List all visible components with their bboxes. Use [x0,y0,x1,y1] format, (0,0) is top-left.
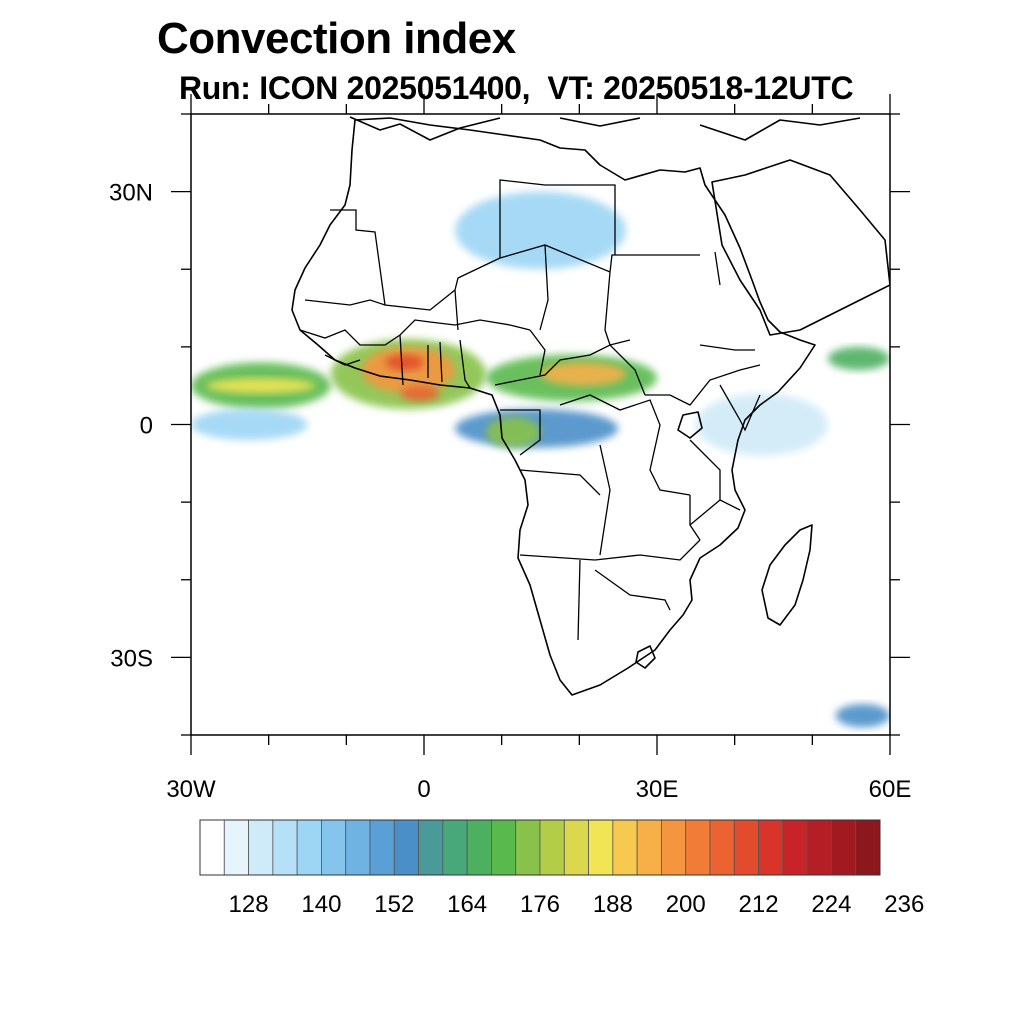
colorbar-swatch [539,819,565,876]
colorbar: 128 140 152 164 176 188 200 212 224 236 [199,819,925,918]
chart-title: Convection index [157,14,516,63]
colorbar-swatch [393,819,419,876]
lat-tick-label: 30S [110,645,153,672]
colorbar-tick-label: 236 [884,891,924,918]
colorbar-tick-label: 176 [520,891,560,918]
convection-region-13 [827,346,890,371]
tick-labels: 30N 0 30S 30W 0 30E 60E [109,180,911,803]
chart-subtitle: Run: ICON 2025051400, VT: 20250518-12UTC [179,70,854,106]
colorbar-swatch [491,819,517,876]
convection-region-5 [400,385,440,402]
colorbar-tick-label: 188 [593,891,633,918]
colorbar-swatch [199,819,225,876]
tick-marks [171,94,910,755]
colorbar-tick-label: 152 [374,891,414,918]
convection-region-14 [835,703,890,728]
lon-tick-label: 0 [417,776,430,803]
colorbar-swatch [709,819,735,876]
colorbar-swatch [733,819,759,876]
colorbar-swatch [515,819,541,876]
europe-coastline [349,116,861,141]
africa-coastline [291,117,816,696]
convection-region-12 [695,393,828,456]
colorbar-swatch [296,819,322,876]
convection-region-4 [385,354,425,371]
lake-victoria [677,411,703,439]
border-lines-east [645,344,761,541]
border-lines-west [299,319,531,389]
colorbar-frame [199,819,881,876]
lon-tick-label: 60E [869,776,912,803]
colorbar-swatch [418,819,444,876]
colorbar-swatch [661,819,687,876]
convection-shading-layer [191,191,890,728]
colorbar-swatch [369,819,395,876]
border-lines-north [304,179,721,346]
convection-region-7 [540,362,626,386]
colorbar-boxes [199,819,881,876]
lesotho-border [635,645,656,669]
colorbar-swatch [248,819,274,876]
colorbar-swatch [442,819,468,876]
colorbar-tick-label: 200 [666,891,706,918]
coastline-layer [291,116,890,696]
colorbar-swatch [321,819,347,876]
colorbar-tick-label: 212 [739,891,779,918]
lat-tick-label: 0 [140,413,153,440]
colorbar-swatch [782,819,808,876]
lat-tick-label: 30N [109,180,153,207]
lon-tick-label: 30E [636,776,679,803]
convection-region-3 [361,346,456,394]
colorbar-tick-label: 224 [811,891,851,918]
country-borders [299,179,761,641]
colorbar-tick-label: 128 [229,891,269,918]
convection-region-8 [191,408,308,441]
arabia-coastline [711,159,890,336]
colorbar-swatch [855,819,881,876]
colorbar-tick-label: 164 [447,891,487,918]
colorbar-swatch [636,819,662,876]
border-lines-central [494,329,701,641]
colorbar-swatch [588,819,614,876]
colorbar-swatch [272,819,298,876]
plot-area: 30N 0 30S 30W 0 30E 60E [109,94,911,803]
lon-tick-label: 30W [166,776,216,803]
convection-region-1 [206,377,316,394]
madagascar-coastline [761,524,813,626]
colorbar-labels: 128 140 152 164 176 188 200 212 224 236 [229,891,925,918]
colorbar-swatch [612,819,638,876]
colorbar-swatch [685,819,711,876]
colorbar-swatch [223,819,249,876]
colorbar-swatch [563,819,589,876]
convection-region-10 [486,416,541,448]
colorbar-swatch [466,819,492,876]
colorbar-swatch [806,819,832,876]
colorbar-swatch [758,819,784,876]
colorbar-tick-label: 140 [301,891,341,918]
colorbar-swatch [831,819,857,876]
colorbar-swatch [345,819,371,876]
convection-region-11 [455,191,626,270]
